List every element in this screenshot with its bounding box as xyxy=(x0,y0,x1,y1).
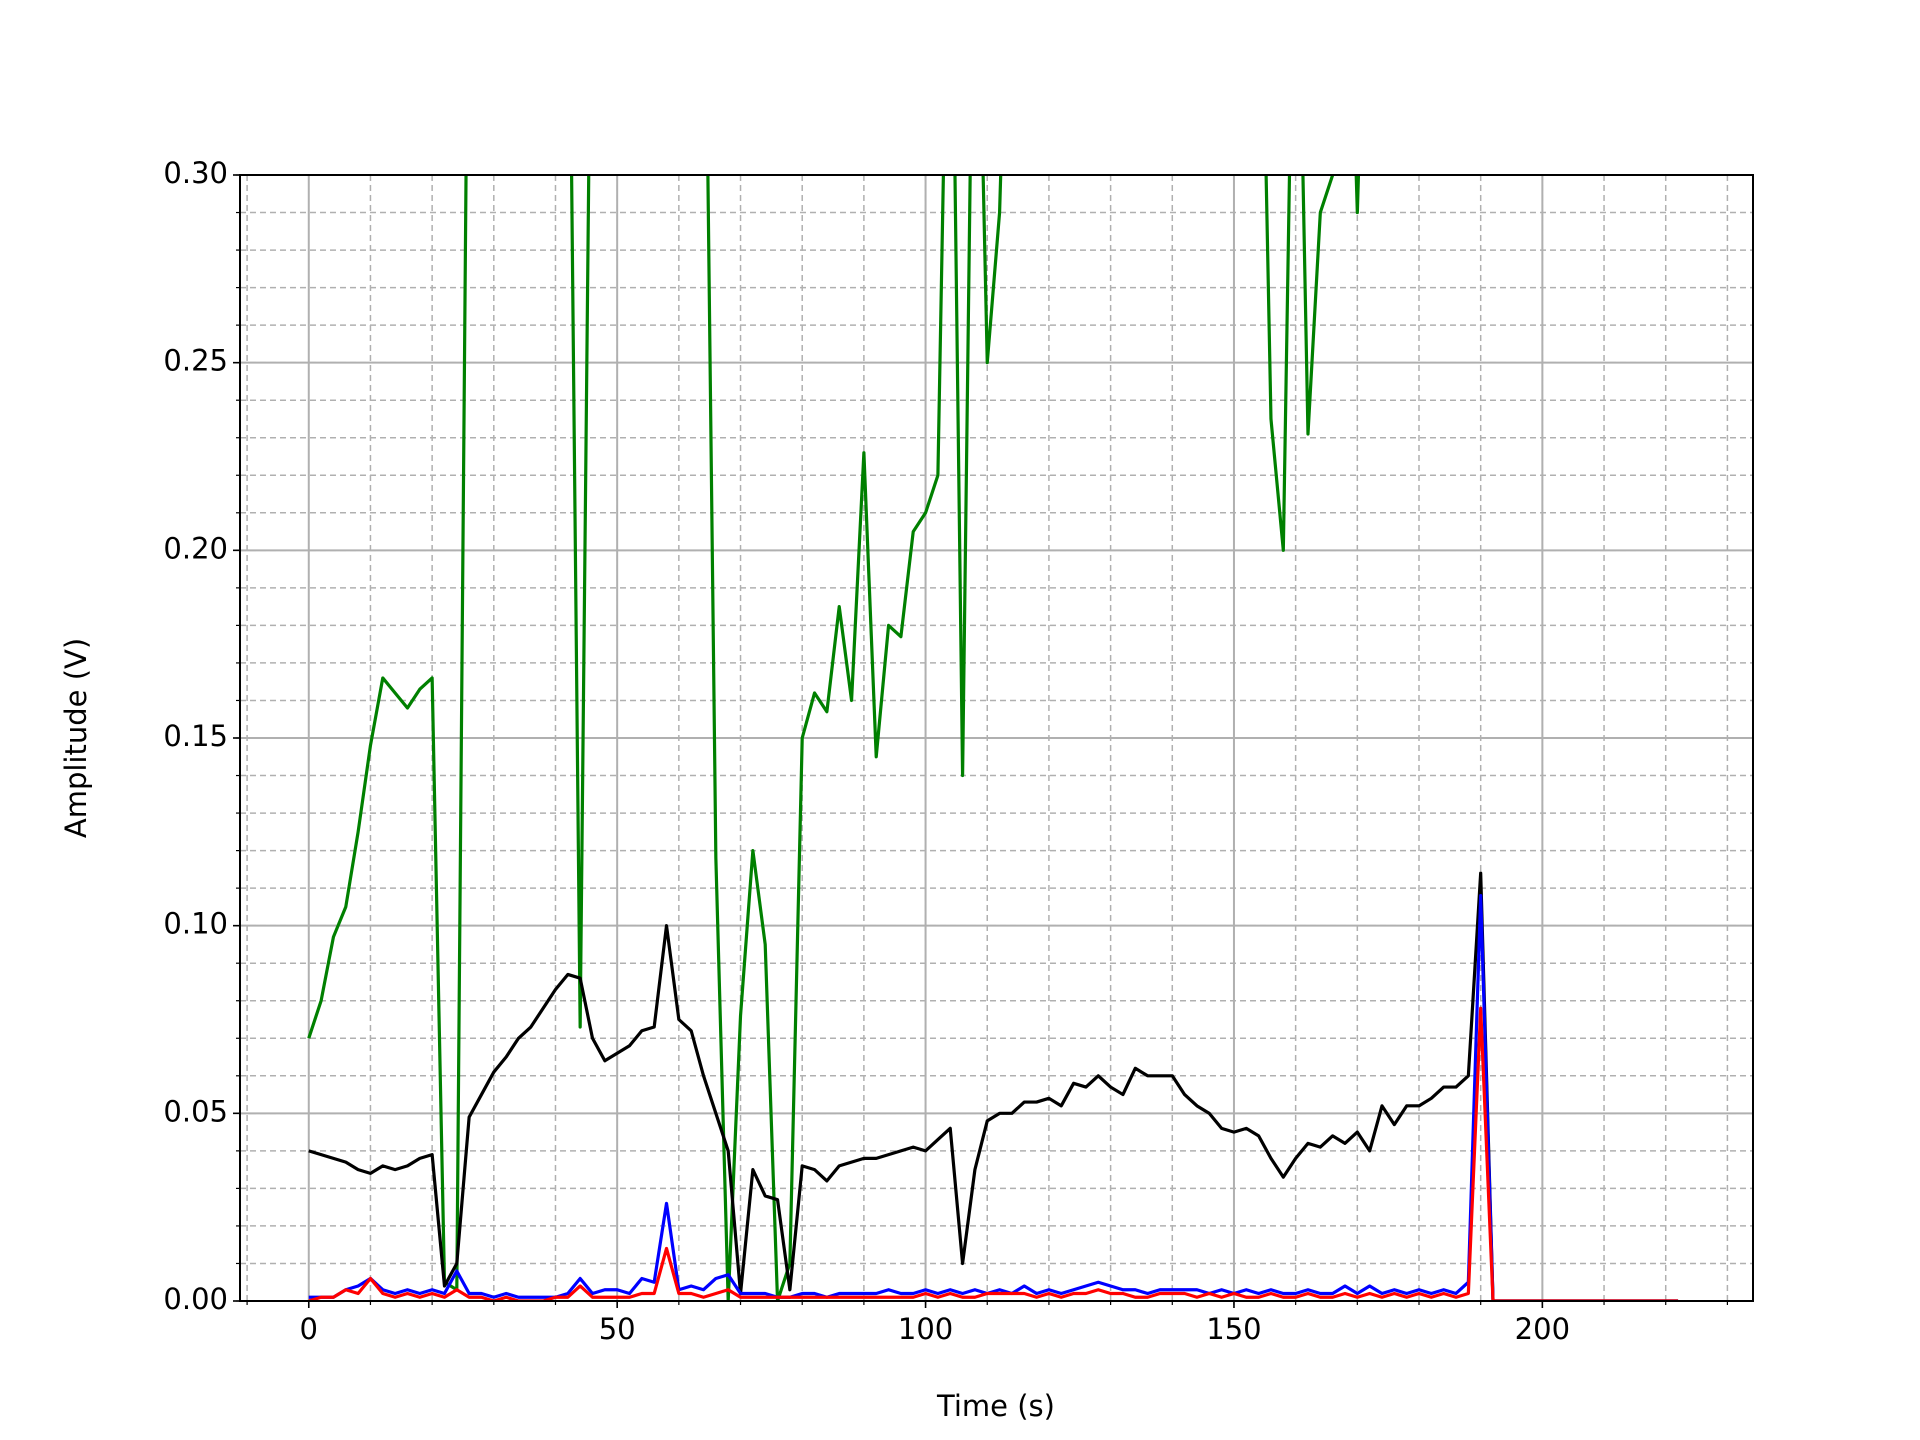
x-tick-label: 50 xyxy=(599,1312,636,1346)
series-line xyxy=(308,871,1679,1301)
series-line xyxy=(308,1006,1679,1301)
x-axis-label: Time (s) xyxy=(936,1389,1055,1423)
x-tick-label: 200 xyxy=(1515,1312,1570,1346)
y-tick-label: 0.20 xyxy=(163,531,228,565)
y-tick-label: 0.05 xyxy=(163,1094,228,1128)
y-tick-label: 0.00 xyxy=(163,1282,228,1316)
y-tick-label: 0.30 xyxy=(163,156,228,190)
axes: 0 50 100 150 200 0.00 0.05 0.10 0.15 0.20 0.25 0.30 xyxy=(163,156,1729,1346)
y-tick-label: 0.25 xyxy=(163,344,228,378)
plot-area xyxy=(307,175,1679,1301)
x-tick-label: 100 xyxy=(898,1312,953,1346)
y-tick-label: 0.15 xyxy=(163,719,228,753)
series-line xyxy=(308,894,1679,1301)
x-tick-label: 0 xyxy=(300,1312,318,1346)
series-line xyxy=(307,175,1361,1301)
y-axis-label: Amplitude (V) xyxy=(59,638,93,838)
y-tick-label: 0.10 xyxy=(163,907,228,941)
x-tick-label: 150 xyxy=(1206,1312,1261,1346)
